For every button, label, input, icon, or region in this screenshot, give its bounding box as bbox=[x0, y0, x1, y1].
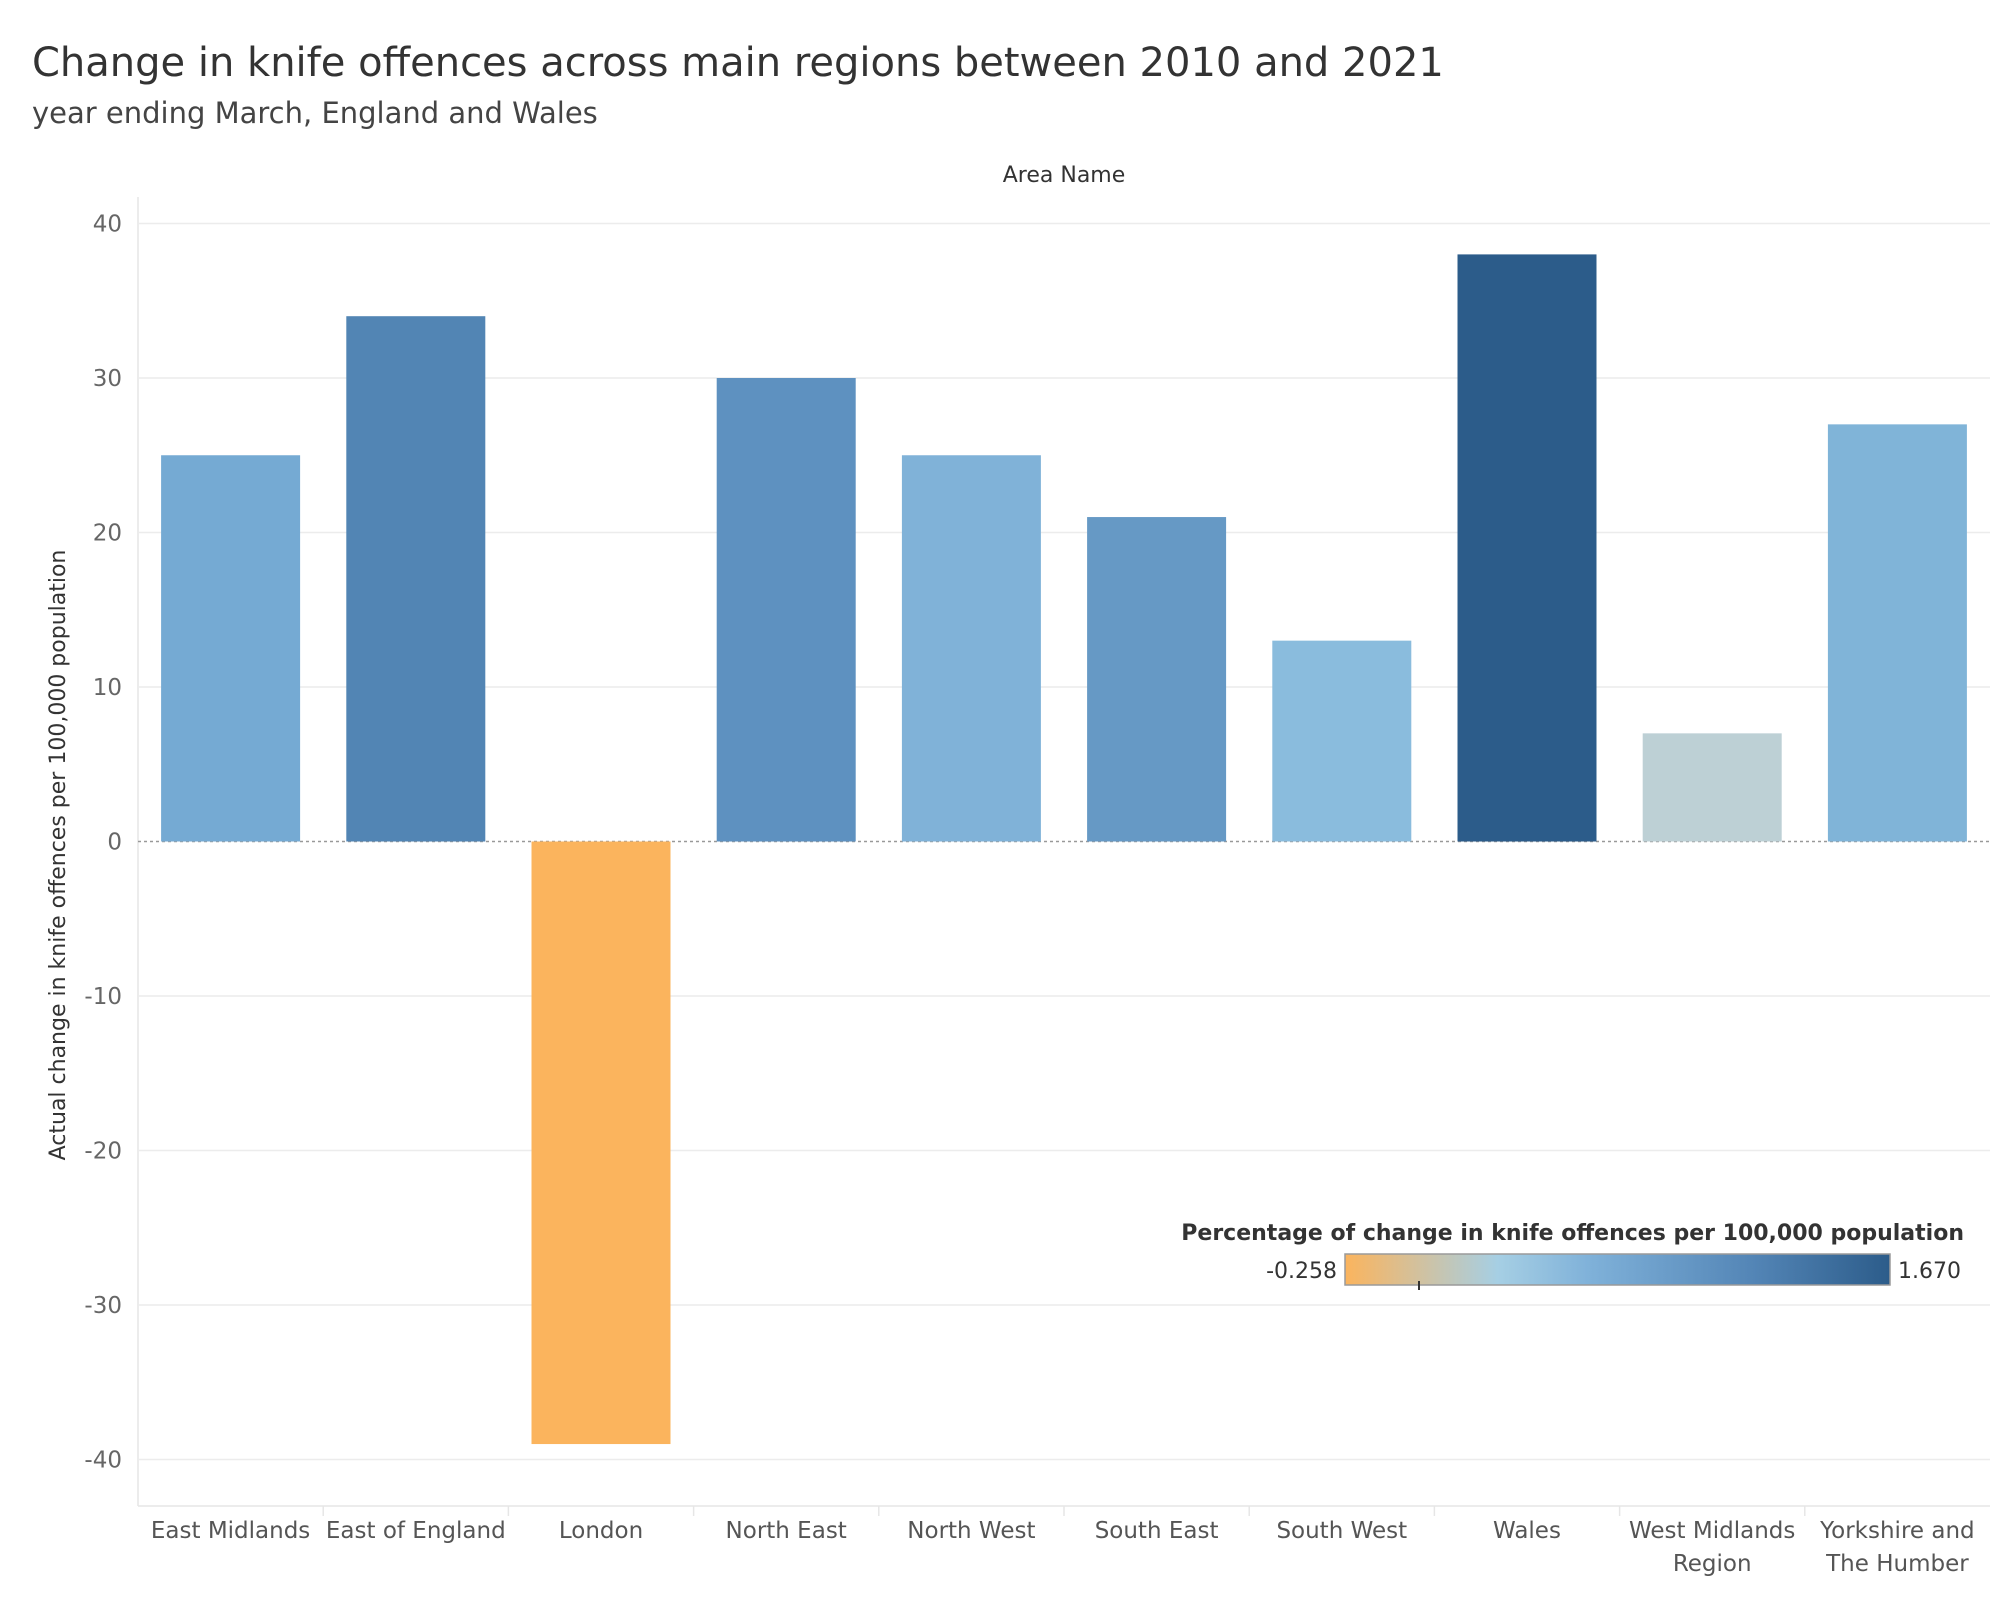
color-legend: Percentage of change in knife offences p… bbox=[1181, 1221, 1964, 1290]
legend-max-label: 1.670 bbox=[1898, 1259, 1961, 1284]
legend-gradient-bar bbox=[1344, 1253, 1891, 1286]
bar bbox=[161, 455, 301, 842]
bar bbox=[346, 316, 486, 842]
x-axis-title: Area Name bbox=[1003, 163, 1126, 188]
x-tick-label: North West bbox=[907, 1518, 1035, 1544]
x-tick-label: London bbox=[559, 1518, 643, 1544]
x-tick-label: Region bbox=[1673, 1551, 1752, 1577]
x-tick-label: East Midlands bbox=[151, 1518, 310, 1544]
bar bbox=[1272, 640, 1412, 842]
bar bbox=[1457, 254, 1597, 842]
x-tick-label: Yorkshire and bbox=[1819, 1518, 1974, 1544]
y-tick-label: -40 bbox=[84, 1448, 122, 1474]
y-tick-label: 0 bbox=[107, 830, 122, 856]
y-tick-label: -20 bbox=[84, 1139, 122, 1165]
x-tick-label: West Midlands bbox=[1629, 1518, 1795, 1544]
y-tick-label: -30 bbox=[84, 1293, 122, 1319]
legend-title: Percentage of change in knife offences p… bbox=[1181, 1221, 1964, 1246]
bar bbox=[1827, 424, 1967, 842]
bar bbox=[901, 455, 1041, 842]
chart-title: Change in knife offences across main reg… bbox=[32, 40, 1444, 86]
bar bbox=[1087, 517, 1227, 842]
x-tick-label: South East bbox=[1095, 1518, 1219, 1544]
y-tick-label: 10 bbox=[93, 675, 122, 701]
x-tick-label: The Humber bbox=[1825, 1551, 1969, 1577]
chart-subtitle: year ending March, England and Wales bbox=[32, 96, 598, 130]
legend-min-label: -0.258 bbox=[1266, 1259, 1337, 1284]
x-axis-ticks: East Midlands East of England London North … bbox=[151, 1506, 1975, 1577]
y-tick-label: 30 bbox=[93, 366, 122, 392]
x-tick-label: East of England bbox=[326, 1518, 506, 1544]
bar bbox=[716, 378, 856, 842]
y-tick-label: -10 bbox=[84, 984, 122, 1010]
y-tick-label: 20 bbox=[93, 521, 122, 547]
x-tick-label: South West bbox=[1276, 1518, 1407, 1544]
y-axis-title: Actual change in knife offences per 100,… bbox=[46, 550, 71, 1161]
bar bbox=[1642, 733, 1782, 842]
bars bbox=[161, 254, 1967, 1445]
bar bbox=[531, 841, 671, 1445]
x-tick-label: Wales bbox=[1493, 1518, 1561, 1544]
y-axis-ticks: 40 30 20 10 0 -10 -20 -30 -40 bbox=[84, 212, 122, 1474]
y-tick-label: 40 bbox=[93, 212, 122, 238]
x-tick-label: North East bbox=[726, 1518, 847, 1544]
